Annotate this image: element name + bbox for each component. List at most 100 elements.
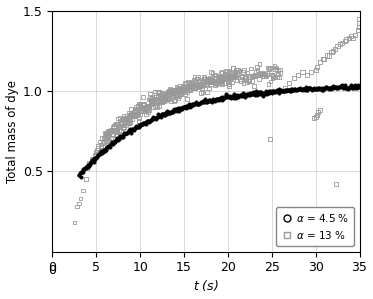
Point [201,100,207,105]
Point [137,123,143,127]
Point [188,103,194,107]
Point [218,79,224,84]
Point [144,106,150,110]
Point [258,72,264,77]
Point [157,95,163,100]
Point [210,79,216,84]
Point [256,77,262,81]
Point [342,83,348,88]
Point [109,124,115,129]
Point [103,131,109,136]
Point [278,88,284,93]
Point [248,92,254,97]
Point [223,95,229,100]
Point [286,80,292,85]
Point [159,100,165,104]
Point [282,87,288,92]
Point [296,86,302,91]
Point [352,86,358,91]
Point [214,78,220,83]
Point [143,119,149,124]
Point [214,98,220,103]
Point [226,83,232,88]
Point [220,74,226,79]
Point [107,131,113,136]
Point [270,76,276,81]
Point [303,85,309,89]
Point [190,84,196,89]
Point [106,144,112,148]
Point [193,82,199,87]
Point [225,94,231,99]
Point [133,125,139,130]
Point [195,83,201,88]
Point [97,151,103,156]
Point [140,106,145,111]
Point [220,77,226,81]
Point [259,91,265,96]
Point [337,42,343,47]
Point [304,88,310,93]
Point [196,84,202,89]
Point [203,80,209,84]
Point [267,66,273,71]
Point [77,171,83,176]
Point [193,77,199,82]
Point [216,98,222,103]
Point [78,196,84,201]
Point [152,89,158,94]
Point [352,83,358,88]
Point [249,79,255,84]
Point [154,104,160,109]
Point [314,64,320,69]
Point [108,140,114,144]
Point [98,149,104,153]
Point [209,80,214,84]
Point [284,87,290,92]
Point [207,77,213,81]
Point [270,74,276,78]
Point [172,108,178,113]
Point [114,136,120,141]
Point [173,90,179,95]
Point [154,115,160,120]
Point [176,87,182,91]
Point [107,128,113,133]
Point [214,75,220,80]
Point [245,73,251,78]
Point [222,95,228,100]
Point [271,90,277,94]
Point [160,112,166,116]
Point [83,177,89,182]
Point [274,87,280,92]
Point [171,88,177,93]
Point [100,148,106,152]
Point [158,99,164,103]
Point [116,128,122,133]
Point [191,86,197,91]
Point [257,72,263,77]
Point [314,86,320,91]
Point [341,85,347,89]
Point [195,102,201,107]
Point [128,120,134,125]
Point [128,112,134,117]
Point [92,157,98,162]
Point [322,86,327,91]
Point [186,87,192,91]
Point [230,65,236,70]
Point [204,77,210,81]
Point [149,96,155,100]
Point [102,149,108,153]
Point [110,127,116,132]
Point [274,75,280,80]
Point [211,79,217,84]
Point [350,86,356,90]
Point [129,114,135,119]
Point [151,97,157,102]
Point [145,106,151,111]
Point [344,37,350,42]
Point [233,67,239,72]
Point [273,88,279,93]
Point [218,71,224,76]
